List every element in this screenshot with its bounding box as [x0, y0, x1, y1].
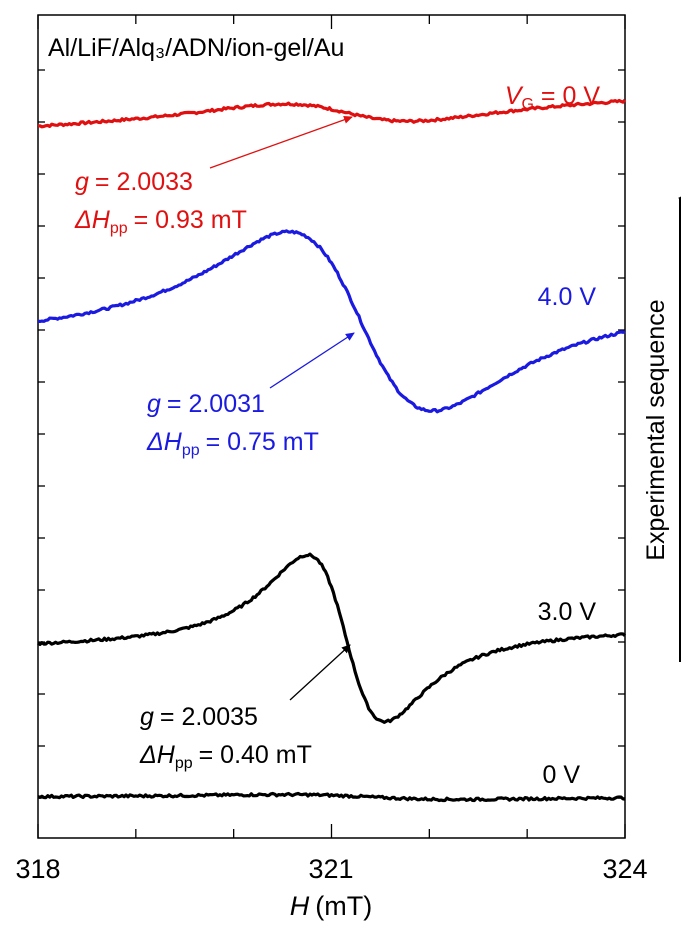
series-blue-4v-line [38, 229, 626, 414]
sequence-label: Experimental sequence [642, 299, 670, 560]
annotation-arrow-black [289, 644, 351, 701]
x-tick-label-318: 318 [15, 854, 60, 884]
x-ticks [37, 15, 626, 838]
dh-annotation-blue: ΔHpp = 0.75 mT [146, 428, 319, 459]
voltage-label-4v: 4.0 V [538, 283, 597, 311]
voltage-label-0v: 0 V [542, 761, 580, 789]
sample-label: Al/LiF/Alq₃/ADN/ion-gel/Au [48, 34, 344, 62]
dh-annotation-black: ΔHpp = 0.40 mT [139, 741, 312, 772]
x-axis-title: H (mT) [290, 891, 372, 921]
g-annotation-black: g = 2.0035 [140, 703, 258, 731]
series-red-vg0-line [37, 98, 627, 129]
dh-annotation-red: ΔHpp = 0.93 mT [74, 206, 247, 237]
g-annotation-red: g = 2.0033 [75, 168, 193, 196]
annotation-arrow-blue [269, 332, 355, 389]
annotation-arrow-red [209, 115, 353, 169]
series-black-3v-line [37, 552, 627, 724]
x-tick-label-321: 321 [308, 854, 353, 884]
plot-frame [37, 14, 626, 839]
g-annotation-blue: g = 2.0031 [147, 390, 265, 418]
x-tick-label-324: 324 [602, 854, 647, 884]
series-black-0v-line [37, 791, 626, 803]
voltage-label-vg0: VG = 0 V [505, 82, 600, 113]
voltage-label-3v: 3.0 V [538, 598, 597, 626]
